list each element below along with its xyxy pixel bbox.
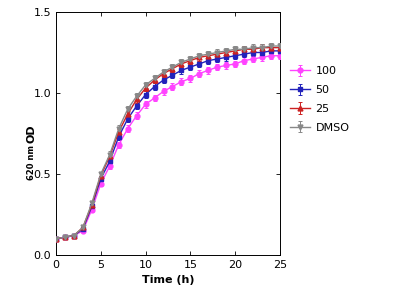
Text: OD: OD [27, 124, 37, 143]
Legend: 100, 50, 25, DMSO: 100, 50, 25, DMSO [290, 66, 350, 133]
Text: 620 nm: 620 nm [27, 145, 36, 180]
X-axis label: Time (h): Time (h) [142, 275, 194, 285]
